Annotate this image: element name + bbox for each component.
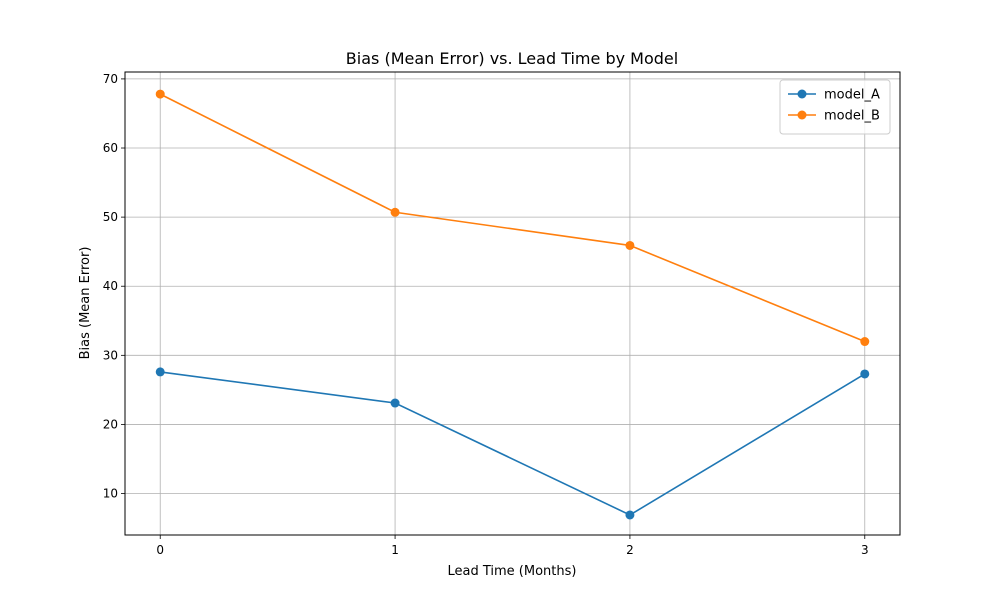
series-line-model-a: [160, 371, 866, 516]
x-tick-label: 1: [391, 543, 399, 557]
data-point-model-b: [625, 240, 635, 250]
y-tick-label: 60: [103, 141, 118, 155]
x-tick-label: 0: [156, 543, 164, 557]
series-layer: [155, 89, 870, 520]
data-point-model-b: [390, 207, 400, 217]
x-tick-label: 2: [626, 543, 634, 557]
data-point-model-a: [625, 510, 635, 520]
y-tick-label: 70: [103, 72, 118, 86]
data-point-model-b: [860, 337, 870, 347]
data-point-model-a: [155, 367, 165, 377]
y-tick-label: 30: [103, 348, 118, 362]
data-point-model-b: [155, 89, 165, 99]
y-tick-label: 40: [103, 279, 118, 293]
legend-label-model-a: model_A: [824, 88, 880, 103]
x-tick-label: 3: [861, 543, 869, 557]
series-line-model-b: [159, 93, 866, 343]
axis-ticks: 0 1 2 3 10 20 30 40 50 60 70: [103, 72, 869, 557]
y-tick-label: 50: [103, 210, 118, 224]
data-point-model-a: [860, 369, 870, 379]
y-tick-label: 10: [103, 487, 118, 501]
data-point-model-a: [390, 398, 400, 408]
y-axis-label: Bias (Mean Error): [78, 247, 93, 360]
chart-title: Bias (Mean Error) vs. Lead Time by Model: [346, 49, 678, 68]
grid-lines: [125, 72, 900, 535]
y-tick-label: 20: [103, 417, 118, 431]
legend-marker-model-b: [797, 110, 807, 120]
legend: model_A model_B: [779, 79, 891, 135]
legend-marker-model-a: [797, 89, 807, 99]
legend-label-model-b: model_B: [824, 109, 880, 124]
x-axis-label: Lead Time (Months): [448, 564, 577, 579]
plot-area: [124, 71, 901, 536]
